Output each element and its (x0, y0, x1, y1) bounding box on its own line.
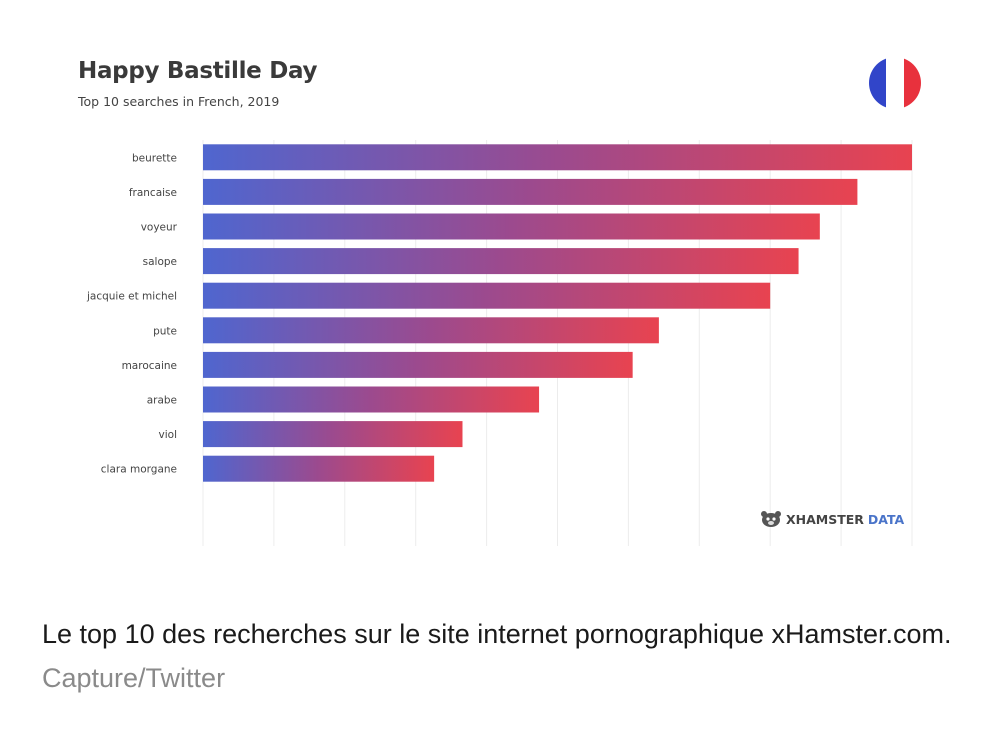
category-label: francaise (129, 187, 177, 199)
brand-name: XHAMSTER (786, 511, 864, 527)
bar-viol (203, 421, 463, 448)
bar-clara-morgane (203, 455, 435, 482)
bar-voyeur (203, 213, 820, 240)
category-label: voyeur (141, 222, 178, 234)
xhamster-data-logo: XHAMSTER DATA (760, 510, 904, 528)
caption-text: Le top 10 des recherches sur le site int… (42, 619, 952, 649)
bar-francaise (203, 178, 858, 205)
caption-credit: Capture/Twitter (42, 663, 226, 693)
chart-title: Happy Bastille Day (78, 58, 318, 84)
hamster-icon (761, 511, 781, 527)
bar-salope (203, 248, 799, 275)
category-label: pute (153, 325, 177, 337)
category-label: arabe (147, 395, 177, 407)
chart-subtitle: Top 10 searches in French, 2019 (78, 94, 280, 109)
bar-chart: beurette francaise voyeur salope jacquie et … (86, 140, 913, 546)
category-label: marocaine (122, 360, 177, 372)
category-label: jacquie et michel (86, 291, 177, 303)
category-label: beurette (132, 152, 177, 164)
image-caption: Le top 10 des recherches sur le site int… (42, 612, 952, 700)
france-flag-icon (869, 57, 921, 109)
chart-card: Happy Bastille Day Top 10 searches in Fr… (40, 30, 945, 590)
category-label: viol (159, 429, 177, 441)
bar-pute (203, 317, 659, 344)
category-label: salope (143, 256, 177, 268)
bar-jacquie-et-michel (203, 282, 771, 309)
bar-arabe (203, 386, 540, 413)
bar-marocaine (203, 351, 633, 378)
category-label: clara morgane (101, 464, 177, 476)
bar-beurette (203, 144, 912, 171)
brand-suffix: DATA (867, 511, 905, 527)
